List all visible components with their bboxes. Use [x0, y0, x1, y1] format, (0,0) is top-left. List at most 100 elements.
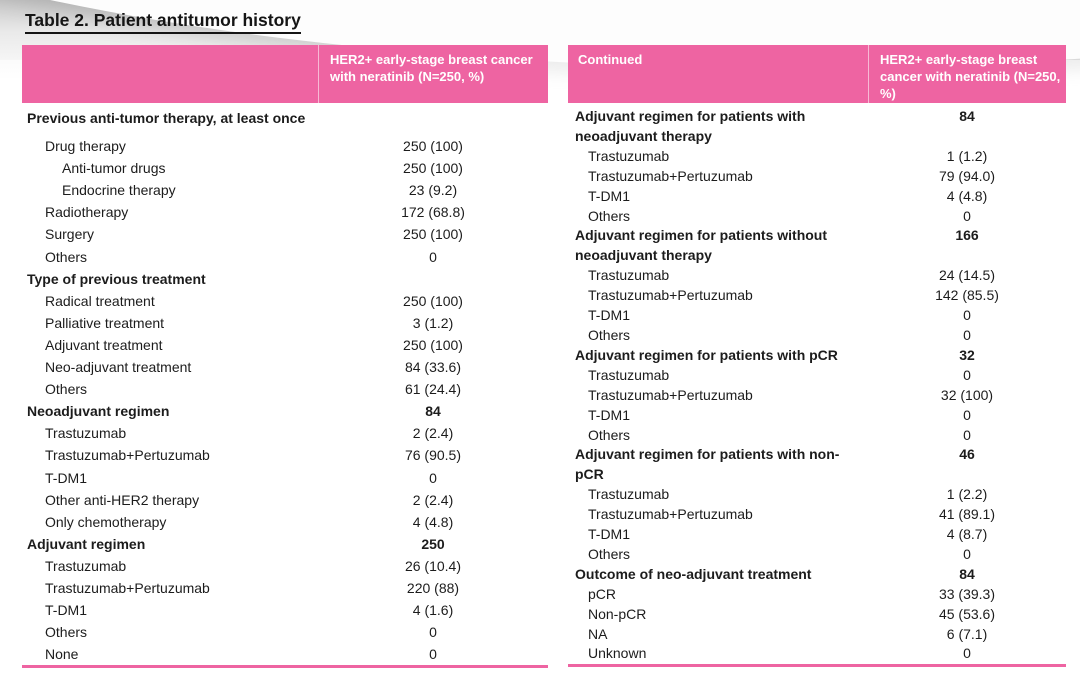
table-row: Others 0	[568, 426, 1066, 446]
table-row: Adjuvant treatment 250 (100)	[22, 334, 548, 356]
row-value: 4 (4.8)	[412, 513, 454, 530]
row-label: Trastuzumab	[588, 366, 670, 383]
row-label: Trastuzumab+Pertuzumab	[588, 386, 753, 403]
table-left-header: HER2+ early-stage breast cancer with ner…	[22, 45, 548, 103]
header-value-cell: HER2+ early-stage breast cancer with ner…	[868, 45, 1066, 103]
table-row: Others 0	[568, 207, 1066, 227]
background-fade	[0, 60, 1080, 674]
row-label: None	[45, 646, 79, 663]
table-row: Trastuzumab 1 (2.2)	[568, 485, 1066, 505]
table-title: Table 2. Patient antitumor history	[25, 10, 301, 34]
row-label: T-DM1	[588, 307, 630, 324]
row-value: 23 (9.2)	[408, 182, 458, 199]
row-label: Adjuvant regimen for patients without ne…	[575, 227, 828, 264]
row-label: Trastuzumab	[45, 557, 127, 574]
table-row: pCR 33 (39.3)	[568, 585, 1066, 605]
row-label: Others	[588, 326, 631, 343]
row-value: 24 (14.5)	[938, 267, 996, 284]
table-row: Palliative treatment 3 (1.2)	[22, 312, 548, 334]
table-row: T-DM1 0	[22, 467, 548, 489]
row-label: Outcome of neo-adjuvant treatment	[575, 565, 812, 582]
row-value: 33 (39.3)	[938, 585, 996, 602]
row-label: Drug therapy	[45, 138, 126, 155]
table-row: Drug therapy 250 (100)	[22, 135, 548, 157]
row-value: 26 (10.4)	[404, 557, 462, 574]
table-row: Endocrine therapy 23 (9.2)	[22, 179, 548, 201]
table-row: Anti-tumor drugs 250 (100)	[22, 157, 548, 179]
row-value: 250 (100)	[403, 226, 463, 243]
row-label: Anti-tumor drugs	[62, 160, 166, 177]
table-row: Trastuzumab+Pertuzumab 76 (90.5)	[22, 444, 548, 466]
table-row: Others 0	[22, 621, 548, 643]
table-row: Adjuvant regimen for patients without ne…	[568, 226, 1066, 266]
row-value: 0	[963, 307, 971, 324]
row-label: Others	[588, 207, 631, 224]
row-value: 0	[963, 645, 971, 662]
table-row: T-DM1 4 (1.6)	[22, 599, 548, 621]
row-value: 32 (100)	[940, 386, 994, 403]
row-value: 2 (2.4)	[412, 425, 454, 442]
table-row: Only chemotherapy 4 (4.8)	[22, 511, 548, 533]
row-value: 1 (1.2)	[946, 147, 988, 164]
table-row: Adjuvant regimen for patients with pCR 32	[568, 346, 1066, 366]
row-value: 41 (89.1)	[938, 506, 996, 523]
row-label: Adjuvant regimen for patients with non-p…	[575, 446, 840, 483]
table-left: HER2+ early-stage breast cancer with ner…	[22, 45, 548, 669]
row-value: 6 (7.1)	[946, 625, 988, 642]
table-row: Radiotherapy 172 (68.8)	[22, 201, 548, 223]
row-value: 250 (100)	[403, 292, 463, 309]
row-label: Others	[588, 426, 631, 443]
row-label: Others	[45, 624, 88, 641]
row-value: 250	[421, 535, 445, 552]
row-label: Trastuzumab	[588, 486, 670, 503]
row-label: Neo-adjuvant treatment	[45, 359, 192, 376]
table-row: Trastuzumab 26 (10.4)	[22, 555, 548, 577]
row-label: Adjuvant regimen	[27, 535, 146, 552]
table-row: Surgery 250 (100)	[22, 223, 548, 245]
row-value: 220 (88)	[406, 579, 460, 596]
table-row: T-DM1 0	[568, 306, 1066, 326]
table-row: Adjuvant regimen 250	[22, 533, 548, 555]
row-value: 0	[963, 366, 971, 383]
table-right: Continued HER2+ early-stage breast cance…	[568, 45, 1066, 668]
table-row: Unknown 0	[568, 644, 1066, 664]
row-label: Non-pCR	[588, 605, 647, 622]
row-label: Surgery	[45, 226, 95, 243]
row-label: Endocrine therapy	[62, 182, 176, 199]
row-value: 61 (24.4)	[404, 381, 462, 398]
header-label-cell: Continued	[578, 52, 643, 67]
table-row: Trastuzumab+Pertuzumab 220 (88)	[22, 577, 548, 599]
table-row: Type of previous treatment	[22, 268, 548, 290]
row-value: 250 (100)	[403, 160, 463, 177]
row-label: Radiotherapy	[45, 204, 129, 221]
table-row: T-DM1 4 (8.7)	[568, 525, 1066, 545]
table-row: Neo-adjuvant treatment 84 (33.6)	[22, 356, 548, 378]
row-value: 0	[963, 545, 971, 562]
table-right-header: Continued HER2+ early-stage breast cance…	[568, 45, 1066, 103]
table-row: Non-pCR 45 (53.6)	[568, 605, 1066, 625]
table-row: Other anti-HER2 therapy 2 (2.4)	[22, 489, 548, 511]
row-label: Others	[588, 545, 631, 562]
row-label: Type of previous treatment	[27, 270, 206, 287]
header-label-cell	[22, 45, 318, 103]
table-row: Trastuzumab 2 (2.4)	[22, 422, 548, 444]
row-value: 84	[959, 565, 975, 582]
table-left-body: Previous anti-tumor therapy, at least on…	[22, 103, 548, 669]
row-value: 166	[955, 227, 979, 244]
row-label: Radical treatment	[45, 292, 155, 309]
table-row: Others 0	[568, 326, 1066, 346]
row-value: 250 (100)	[403, 138, 463, 155]
row-label: Adjuvant regimen for patients with neoad…	[575, 108, 806, 144]
row-value: 0	[963, 426, 971, 443]
row-label: T-DM1	[588, 187, 630, 204]
row-label: Trastuzumab	[588, 147, 670, 164]
table-row: Trastuzumab+Pertuzumab 79 (94.0)	[568, 167, 1066, 187]
row-value: 3 (1.2)	[412, 314, 454, 331]
row-value: 250 (100)	[403, 336, 463, 353]
table-row: NA 6 (7.1)	[568, 625, 1066, 645]
row-label: NA	[588, 625, 608, 642]
row-label: T-DM1	[588, 406, 630, 423]
row-label: Trastuzumab	[588, 267, 670, 284]
row-value: 2 (2.4)	[412, 491, 454, 508]
